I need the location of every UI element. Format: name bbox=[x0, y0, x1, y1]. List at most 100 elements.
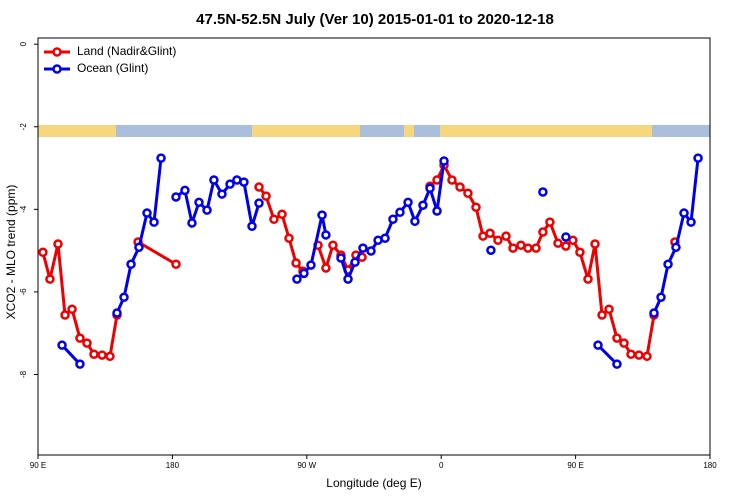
point bbox=[217, 189, 227, 199]
point bbox=[321, 230, 331, 240]
x-tick-label: 90 E bbox=[30, 461, 46, 470]
point bbox=[553, 238, 563, 248]
point bbox=[149, 217, 159, 227]
x-tick-label: 180 bbox=[166, 461, 180, 470]
point bbox=[679, 208, 689, 218]
x-axis-label: Longitude (deg E) bbox=[326, 476, 421, 490]
point bbox=[171, 259, 181, 270]
point bbox=[67, 304, 77, 315]
point bbox=[317, 210, 327, 220]
point bbox=[523, 243, 533, 253]
point bbox=[38, 247, 48, 258]
point bbox=[649, 308, 659, 318]
point bbox=[269, 214, 279, 225]
point bbox=[134, 242, 144, 253]
point bbox=[53, 239, 63, 249]
point bbox=[686, 217, 696, 227]
point bbox=[463, 188, 473, 198]
point bbox=[493, 235, 503, 246]
point bbox=[531, 243, 541, 253]
point bbox=[75, 333, 85, 343]
point bbox=[568, 235, 578, 246]
x-tick-label: 90 E bbox=[567, 461, 583, 470]
point bbox=[597, 310, 607, 320]
point bbox=[425, 183, 435, 194]
point bbox=[97, 350, 107, 360]
point bbox=[254, 182, 264, 192]
point bbox=[225, 179, 235, 189]
point bbox=[321, 263, 331, 273]
point bbox=[291, 258, 301, 268]
point bbox=[187, 218, 197, 228]
x-tick-label: 0 bbox=[439, 461, 444, 470]
point bbox=[239, 177, 249, 187]
point bbox=[693, 153, 703, 163]
point bbox=[57, 340, 67, 350]
point bbox=[663, 259, 673, 270]
point bbox=[350, 257, 360, 267]
point bbox=[545, 217, 555, 227]
point bbox=[612, 359, 622, 369]
point bbox=[126, 259, 136, 270]
point bbox=[328, 240, 338, 251]
point bbox=[180, 185, 190, 196]
point bbox=[89, 349, 99, 360]
point bbox=[380, 233, 390, 243]
point bbox=[590, 239, 600, 249]
point bbox=[366, 246, 376, 256]
x-tick-label: 180 bbox=[703, 461, 717, 470]
point bbox=[626, 349, 636, 360]
point bbox=[619, 338, 629, 348]
point bbox=[432, 206, 442, 216]
point bbox=[142, 208, 152, 218]
point bbox=[439, 156, 449, 166]
point bbox=[284, 233, 294, 243]
point bbox=[202, 205, 212, 215]
point bbox=[642, 351, 652, 362]
point bbox=[388, 214, 398, 225]
point bbox=[485, 228, 495, 239]
point bbox=[119, 292, 129, 303]
point bbox=[395, 207, 405, 217]
point bbox=[358, 243, 368, 253]
point bbox=[561, 241, 571, 251]
point bbox=[75, 359, 85, 369]
point bbox=[277, 209, 287, 220]
y-axis-label: XCO2 - MLO trend (ppm) bbox=[4, 185, 18, 320]
x-tick-label: 90 W bbox=[297, 461, 316, 470]
point bbox=[447, 175, 457, 185]
series-line bbox=[60, 157, 700, 366]
point bbox=[538, 187, 548, 197]
point bbox=[575, 247, 585, 258]
point bbox=[247, 221, 257, 232]
point bbox=[418, 200, 428, 210]
point bbox=[538, 227, 548, 237]
legend-marker bbox=[52, 47, 62, 57]
point bbox=[508, 243, 518, 253]
point bbox=[656, 292, 666, 303]
point bbox=[583, 274, 593, 284]
point bbox=[561, 232, 571, 242]
y-tick-label: -6 bbox=[19, 288, 28, 296]
point bbox=[194, 197, 204, 208]
point bbox=[403, 197, 413, 208]
point bbox=[306, 260, 316, 270]
point bbox=[410, 216, 420, 227]
point bbox=[604, 304, 614, 315]
point bbox=[612, 333, 622, 343]
y-tick-label: -4 bbox=[19, 205, 28, 213]
point bbox=[209, 175, 219, 185]
y-tick-label: -8 bbox=[19, 370, 28, 378]
y-tick-label: -2 bbox=[19, 123, 28, 131]
chart-title: 47.5N-52.5N July (Ver 10) 2015-01-01 to … bbox=[196, 11, 554, 28]
land-ocean-strip bbox=[38, 125, 710, 137]
point bbox=[299, 268, 309, 279]
point bbox=[45, 274, 55, 284]
point bbox=[501, 231, 511, 241]
legend-label: Land (Nadir&Glint) bbox=[77, 44, 176, 58]
legend-label: Ocean (Glint) bbox=[77, 61, 148, 75]
point bbox=[432, 175, 442, 185]
point bbox=[671, 242, 681, 253]
point bbox=[336, 253, 346, 263]
